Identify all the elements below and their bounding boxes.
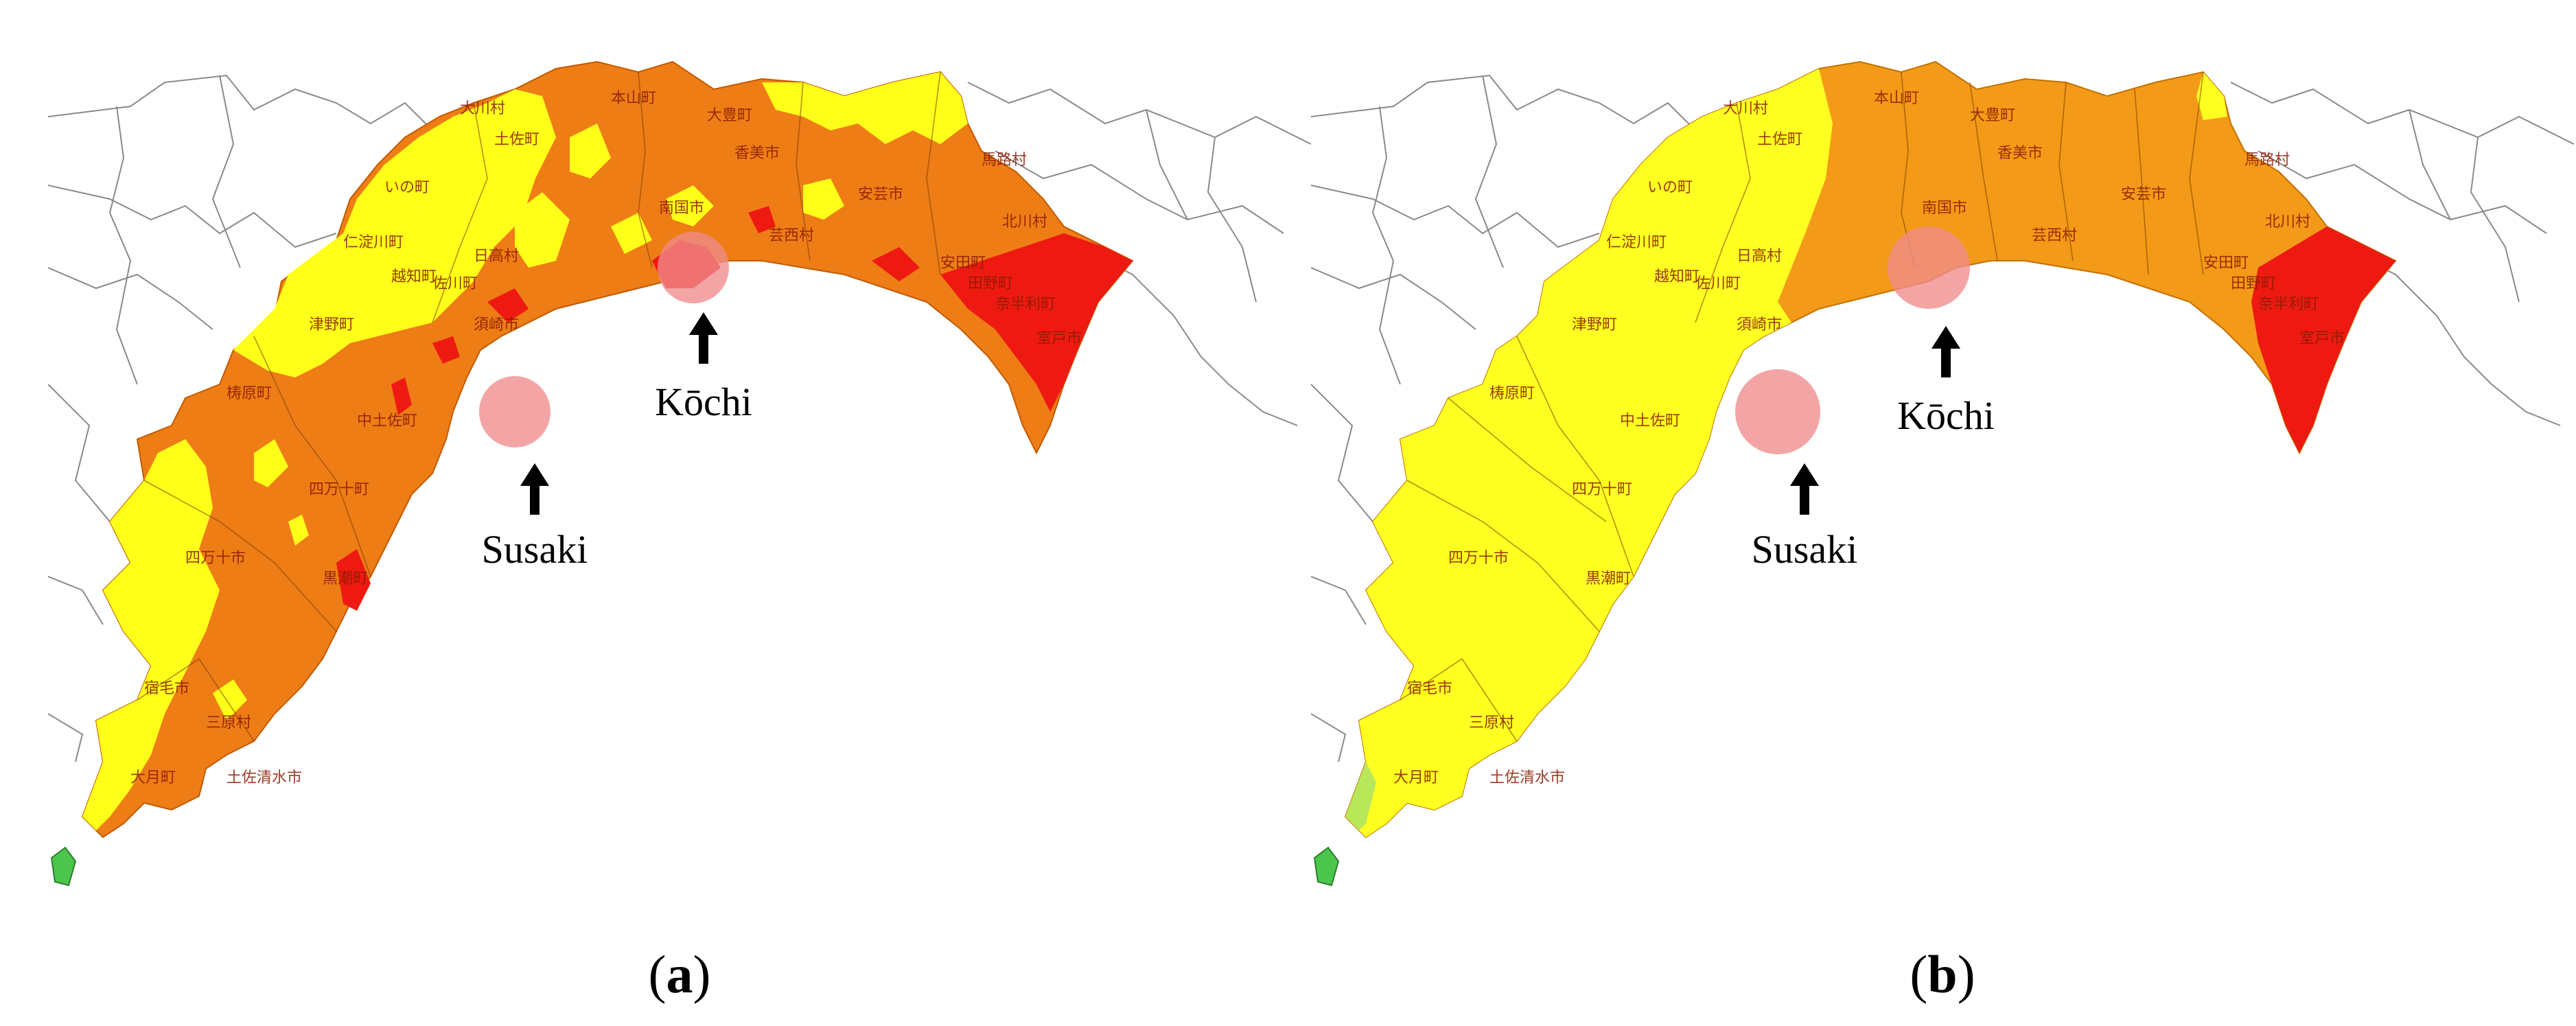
- kochi-label-b: Kōchi: [1897, 393, 1995, 438]
- svg-text:梼原町: 梼原町: [227, 385, 272, 402]
- high-class-area-b: [2251, 226, 2395, 453]
- svg-text:四万十町: 四万十町: [1572, 481, 1632, 498]
- svg-text:奈半利町: 奈半利町: [995, 296, 1056, 313]
- svg-text:香美市: 香美市: [1997, 145, 2043, 162]
- svg-text:奈半利町: 奈半利町: [2258, 296, 2319, 313]
- svg-text:土佐町: 土佐町: [1757, 131, 1802, 148]
- susaki-arrow-a: [520, 463, 549, 515]
- low-class-area-b: [1345, 69, 1833, 837]
- caption-a-open: (: [648, 944, 666, 1004]
- map-b-svg: 大川村 本山町 大豊町 土佐町 香美市 いの町 南国市 安芸市 芸西村 馬路村 …: [1311, 60, 2574, 887]
- svg-text:仁淀川町: 仁淀川町: [1606, 234, 1667, 251]
- svg-text:室戸市: 室戸市: [2299, 330, 2345, 347]
- svg-text:梼原町: 梼原町: [1489, 385, 1535, 402]
- svg-text:越知町: 越知町: [1654, 268, 1699, 285]
- map-a-svg: 大川村 本山町 大豊町 土佐町 香美市 いの町 南国市 安芸市 芸西村 馬路村 …: [48, 60, 1311, 887]
- caption-b-open: (: [1910, 944, 1928, 1004]
- svg-text:北川村: 北川村: [1002, 213, 1047, 231]
- municipality-names-b: 大川村 本山町 大豊町 土佐町 香美市 いの町 南国市 安芸市 芸西村 馬路村 …: [1393, 90, 2345, 786]
- neighbor-prefecture-lines-b: [1311, 74, 2574, 762]
- svg-text:安田町: 安田町: [940, 255, 986, 272]
- svg-text:安芸市: 安芸市: [858, 186, 903, 203]
- svg-text:室戸市: 室戸市: [1036, 330, 1082, 347]
- map-panel-a: 大川村 本山町 大豊町 土佐町 香美市 いの町 南国市 安芸市 芸西村 馬路村 …: [48, 41, 1311, 933]
- svg-text:佐川町: 佐川町: [1695, 275, 1741, 292]
- svg-text:田野町: 田野町: [968, 275, 1013, 292]
- svg-text:宿毛市: 宿毛市: [1407, 680, 1452, 697]
- kochi-arrow-a: [689, 312, 718, 364]
- caption-a: (a): [48, 944, 1311, 1005]
- green-islet-a: [50, 846, 77, 887]
- svg-text:大豊町: 大豊町: [1970, 107, 2015, 124]
- svg-text:黒潮町: 黒潮町: [323, 570, 368, 587]
- svg-text:本山町: 本山町: [611, 90, 656, 107]
- svg-text:三原村: 三原村: [1469, 714, 1514, 732]
- susaki-arrow-b: [1790, 463, 1819, 515]
- svg-text:大川村: 大川村: [460, 100, 505, 117]
- kochi-label-a: Kōchi: [655, 380, 752, 424]
- svg-text:本山町: 本山町: [1874, 90, 1919, 107]
- svg-text:安田町: 安田町: [2203, 255, 2249, 272]
- municipality-borders-b: [1400, 71, 2204, 742]
- svg-text:いの町: いの町: [1647, 179, 1693, 196]
- svg-text:中土佐町: 中土佐町: [1620, 412, 1680, 430]
- caption-a-letter: a: [666, 944, 693, 1004]
- low-class-areas-a: [82, 72, 968, 830]
- svg-text:南国市: 南国市: [1922, 200, 1967, 217]
- svg-text:大豊町: 大豊町: [707, 107, 752, 124]
- svg-text:田野町: 田野町: [2231, 275, 2276, 292]
- green-islet-b: [1313, 846, 1340, 887]
- svg-text:越知町: 越知町: [391, 268, 437, 285]
- kochi-highlight-circle-b: [1888, 226, 1970, 309]
- svg-text:いの町: いの町: [384, 179, 430, 196]
- neighbor-prefecture-lines-a: [48, 74, 1311, 762]
- svg-text:四万十市: 四万十市: [1448, 550, 1509, 567]
- svg-text:四万十町: 四万十町: [309, 481, 369, 498]
- kochi-highlight-circle-a: [658, 232, 729, 303]
- susaki-label-a: Susaki: [482, 527, 588, 572]
- svg-text:南国市: 南国市: [659, 200, 704, 217]
- municipality-names-a: 大川村 本山町 大豊町 土佐町 香美市 いの町 南国市 安芸市 芸西村 馬路村 …: [130, 90, 1082, 786]
- svg-text:大川村: 大川村: [1723, 100, 1768, 117]
- svg-text:馬路村: 馬路村: [982, 152, 1027, 169]
- svg-text:四万十市: 四万十市: [185, 550, 246, 567]
- municipality-borders-a: [137, 71, 941, 742]
- svg-text:日高村: 日高村: [474, 248, 519, 265]
- svg-text:三原村: 三原村: [206, 714, 251, 732]
- susaki-highlight-circle-a: [479, 376, 550, 447]
- low-class-area-b-east: [2196, 72, 2227, 120]
- svg-text:馬路村: 馬路村: [2244, 152, 2290, 169]
- svg-text:大月町: 大月町: [130, 769, 176, 786]
- svg-text:安芸市: 安芸市: [2121, 186, 2166, 203]
- svg-text:津野町: 津野町: [1572, 316, 1617, 334]
- caption-b-letter: b: [1927, 944, 1958, 1004]
- svg-text:黒潮町: 黒潮町: [1586, 570, 1631, 587]
- svg-text:津野町: 津野町: [309, 316, 354, 334]
- svg-text:土佐町: 土佐町: [494, 131, 539, 148]
- caption-a-close: ): [693, 944, 711, 1004]
- svg-text:芸西村: 芸西村: [769, 227, 814, 244]
- svg-text:北川村: 北川村: [2265, 213, 2310, 231]
- susaki-label-b: Susaki: [1752, 527, 1858, 572]
- svg-text:中土佐町: 中土佐町: [357, 412, 417, 430]
- susaki-highlight-circle-b: [1735, 369, 1820, 454]
- svg-text:宿毛市: 宿毛市: [144, 680, 189, 697]
- svg-text:大月町: 大月町: [1393, 769, 1439, 786]
- svg-text:須崎市: 須崎市: [474, 316, 519, 334]
- kochi-arrow-b: [1931, 326, 1960, 377]
- svg-text:芸西村: 芸西村: [2032, 227, 2077, 244]
- svg-text:土佐清水市: 土佐清水市: [1489, 769, 1565, 786]
- caption-b-close: ): [1957, 944, 1975, 1004]
- svg-text:仁淀川町: 仁淀川町: [343, 234, 404, 251]
- svg-text:須崎市: 須崎市: [1737, 316, 1782, 334]
- svg-text:香美市: 香美市: [734, 145, 780, 162]
- map-panel-b: 大川村 本山町 大豊町 土佐町 香美市 いの町 南国市 安芸市 芸西村 馬路村 …: [1311, 41, 2574, 933]
- svg-text:日高村: 日高村: [1737, 248, 1782, 265]
- caption-b: (b): [1311, 944, 2574, 1005]
- svg-text:土佐清水市: 土佐清水市: [227, 769, 302, 786]
- svg-text:佐川町: 佐川町: [432, 275, 478, 292]
- green-coast-b: [1345, 762, 1376, 830]
